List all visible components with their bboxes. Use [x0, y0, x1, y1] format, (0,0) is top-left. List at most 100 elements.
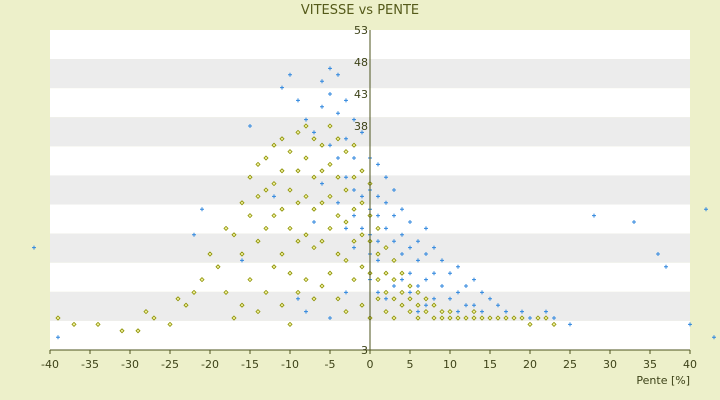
data-point — [391, 315, 397, 321]
data-point — [287, 270, 293, 276]
data-point — [319, 238, 325, 244]
data-point — [416, 258, 420, 263]
data-point — [448, 271, 452, 276]
data-point — [471, 309, 477, 315]
data-point — [344, 175, 348, 180]
data-point — [320, 79, 324, 84]
data-point — [295, 238, 301, 244]
data-point — [392, 239, 396, 244]
data-point — [399, 270, 405, 276]
data-point — [295, 200, 301, 206]
y-tick-label: 3 — [361, 344, 368, 357]
x-tick-label: -20 — [201, 358, 219, 371]
data-point — [432, 271, 436, 276]
data-point — [408, 290, 412, 295]
data-point — [239, 302, 245, 308]
x-tick-label: 5 — [407, 358, 414, 371]
data-point — [480, 309, 484, 314]
data-point — [151, 315, 157, 321]
data-point — [712, 335, 716, 340]
data-point — [432, 296, 436, 301]
data-point — [392, 188, 396, 192]
data-point — [95, 321, 101, 327]
data-point — [400, 207, 404, 212]
data-point — [223, 289, 229, 295]
data-point — [384, 226, 388, 231]
x-tick-label: -25 — [161, 358, 179, 371]
data-point — [311, 206, 317, 212]
data-point — [543, 315, 549, 321]
data-point — [271, 264, 277, 270]
data-point — [352, 188, 356, 192]
x-tick-label: -40 — [41, 358, 59, 371]
data-point — [352, 117, 356, 122]
data-point — [504, 309, 508, 314]
data-point — [279, 206, 285, 212]
data-point — [431, 315, 437, 321]
data-point — [400, 277, 404, 282]
data-point — [496, 303, 500, 308]
data-point — [312, 220, 316, 224]
y-tick-label: 43 — [354, 88, 368, 101]
data-point — [551, 321, 557, 327]
data-point — [247, 174, 253, 180]
data-point — [231, 232, 237, 238]
y-tick-label: 53 — [354, 24, 368, 37]
data-point — [287, 225, 293, 231]
data-point — [200, 207, 204, 212]
data-point — [360, 194, 364, 199]
data-point — [327, 270, 333, 276]
data-point — [343, 257, 349, 263]
data-point — [359, 264, 365, 270]
data-point — [456, 309, 460, 314]
data-point — [279, 251, 285, 257]
data-point — [408, 245, 412, 250]
data-point — [408, 271, 412, 276]
data-point — [480, 290, 484, 295]
data-point — [199, 277, 205, 283]
data-point — [327, 193, 333, 199]
y-tick-label: 48 — [354, 56, 368, 69]
data-point — [688, 322, 692, 327]
x-tick-label: -5 — [325, 358, 336, 371]
data-point — [287, 187, 293, 193]
data-point — [271, 142, 277, 148]
data-point — [335, 174, 341, 180]
data-point — [383, 289, 389, 295]
data-point — [303, 155, 309, 161]
data-point — [376, 239, 380, 244]
data-point — [416, 284, 420, 288]
data-point — [456, 264, 460, 269]
data-point — [447, 309, 453, 315]
data-point — [439, 309, 445, 315]
data-point — [472, 277, 476, 282]
data-point — [311, 174, 317, 180]
data-point — [240, 258, 244, 263]
data-point — [376, 258, 380, 263]
data-point — [215, 264, 221, 270]
data-point — [328, 92, 332, 96]
data-point — [359, 200, 365, 206]
x-tick-label: -10 — [281, 358, 299, 371]
x-tick-label: 40 — [683, 358, 697, 371]
data-point — [447, 315, 453, 321]
data-point — [400, 252, 404, 256]
data-point — [464, 284, 468, 288]
data-point — [336, 200, 340, 205]
data-point — [399, 289, 405, 295]
data-point — [344, 136, 348, 141]
chart-title: VITESSE vs PENTE — [301, 3, 419, 18]
data-point — [303, 277, 309, 283]
data-point — [343, 219, 349, 225]
data-point — [343, 187, 349, 193]
data-point — [344, 226, 348, 231]
x-tick-label: 25 — [563, 358, 577, 371]
x-axis-label: Pente [%] — [636, 374, 690, 387]
data-point — [360, 130, 364, 135]
data-point — [415, 315, 421, 321]
data-point — [448, 296, 452, 301]
data-point — [296, 296, 300, 301]
data-point — [303, 232, 309, 238]
data-point — [383, 245, 389, 251]
